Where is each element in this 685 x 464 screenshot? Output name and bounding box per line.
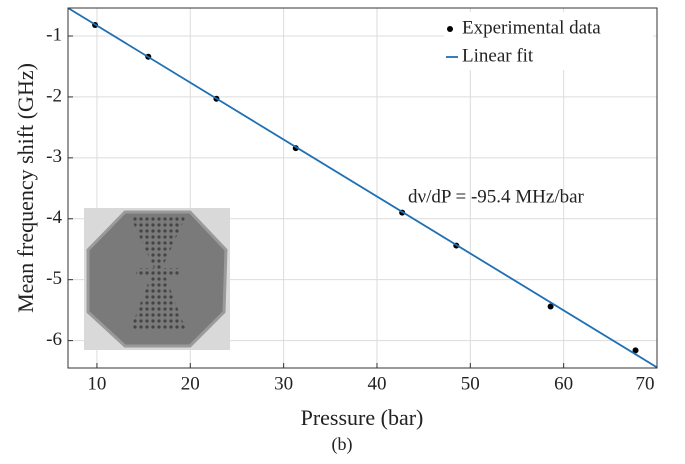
annotation: dν/dP = -95.4 MHz/bar [408, 186, 585, 207]
legend-label: Experimental data [462, 17, 601, 38]
y-tick-label: -4 [46, 207, 62, 228]
y-tick-label: -2 [46, 85, 62, 106]
y-tick-label: -6 [46, 329, 62, 350]
x-tick-label: 70 [636, 373, 655, 394]
x-tick-label: 20 [181, 373, 200, 394]
x-axis-label: Pressure (bar) [301, 405, 424, 430]
x-tick-label: 30 [274, 373, 293, 394]
caption: (b) [332, 434, 353, 455]
y-tick-label: -3 [46, 146, 62, 167]
x-tick-label: 10 [87, 373, 106, 394]
y-tick-label: -5 [46, 268, 62, 289]
y-axis-label: Mean frequency shift (GHz) [13, 63, 38, 313]
x-tick-label: 60 [554, 373, 573, 394]
chart: 10 20 30 40 50 60 70 -1 -2 -3 -4 -5 -6 Experimental d… [0, 0, 685, 464]
x-tick-label: 50 [461, 373, 480, 394]
x-tick-label: 40 [367, 373, 386, 394]
legend-marker [447, 26, 453, 32]
legend-label: Linear fit [462, 45, 534, 66]
inset-image [84, 208, 230, 350]
page: {"chart_data": {"type": "scatter", "xlab… [0, 0, 685, 464]
y-tick-label: -1 [46, 24, 62, 45]
